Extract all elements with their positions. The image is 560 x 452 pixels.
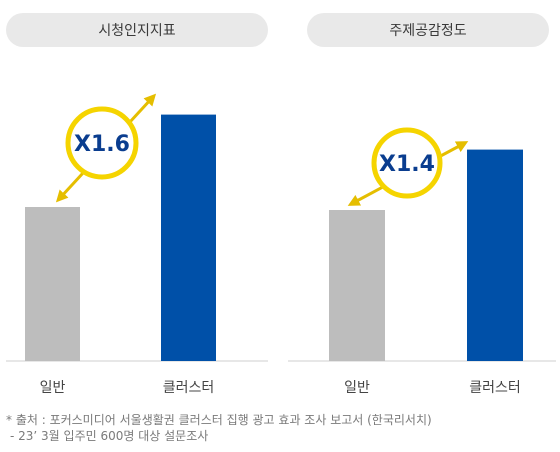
- category-label-right-cluster: 클러스터: [469, 380, 521, 396]
- bar-left-general: [25, 207, 80, 361]
- multiplier-badge-left: [65, 106, 139, 180]
- multiplier-label-left: X1.6: [74, 132, 130, 157]
- category-label-left-cluster: 클러스터: [163, 380, 215, 396]
- bar-left-cluster: [161, 114, 216, 361]
- chart-title-left: 시청인지지표: [6, 13, 268, 47]
- multiplier-badge-right: [371, 127, 443, 199]
- chart-title-right: 주제공감정도: [307, 13, 549, 47]
- bar-charts: X1.6 일반 클러스터 X1.4 일반 클러스터: [6, 93, 556, 396]
- footnote-survey: - 23’ 3월 입주민 600명 대상 설문조사: [10, 429, 209, 443]
- bar-right-cluster: [467, 149, 523, 361]
- category-label-right-general: 일반: [344, 380, 370, 396]
- footnote-source: * 출처 : 포커스미디어 서울생활권 클러스터 집행 광고 효과 조사 보고서…: [6, 413, 432, 427]
- bar-right-general: [329, 210, 385, 361]
- category-label-left-general: 일반: [40, 380, 66, 396]
- multiplier-label-right: X1.4: [379, 152, 435, 177]
